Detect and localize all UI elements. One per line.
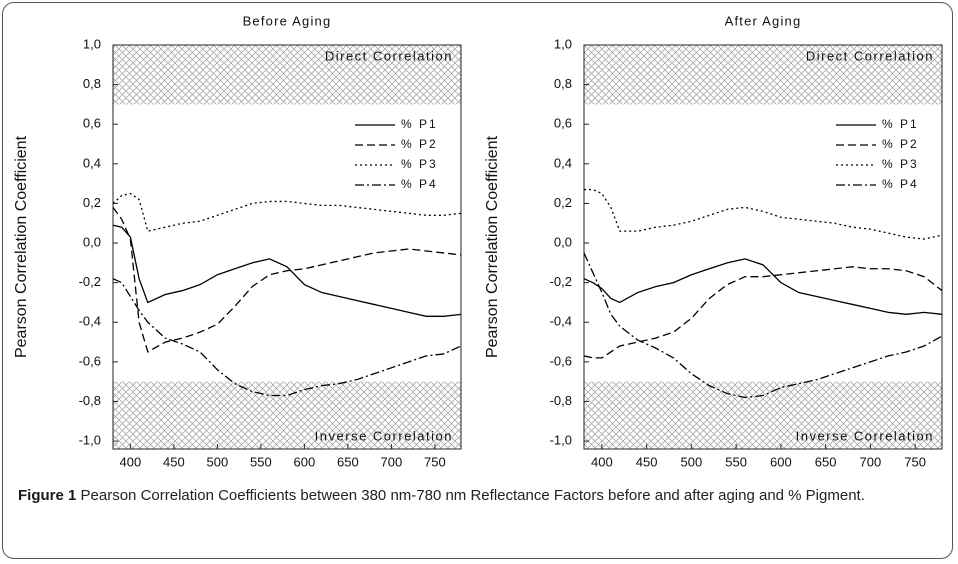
x-tick-label: 650	[337, 454, 359, 469]
y-tick-label: 0,0	[554, 234, 572, 249]
x-axis-label: A	[282, 478, 293, 480]
y-tick-label: 0,4	[83, 155, 101, 170]
series-line	[113, 224, 461, 317]
y-tick-label: 0,6	[83, 116, 101, 131]
y-tick-label: -0,4	[79, 314, 101, 329]
x-tick-label: 400	[120, 454, 142, 469]
band-label: Direct Correlation	[325, 48, 453, 63]
y-tick-label: 0,2	[554, 195, 572, 210]
y-tick-label: -1,0	[550, 433, 572, 448]
series-line	[113, 192, 461, 232]
caption-text: Pearson Correlation Coefficients between…	[80, 487, 865, 504]
y-tick-label: -0,6	[79, 353, 101, 368]
x-tick-label: 600	[294, 454, 316, 469]
caption-label: Figure 1	[18, 487, 77, 504]
x-tick-label: 750	[424, 454, 446, 469]
correlation-band	[584, 45, 942, 105]
series-line	[113, 207, 461, 353]
y-tick-label: -0,2	[79, 274, 101, 289]
x-axis-label: A	[758, 478, 769, 480]
x-tick-label: 500	[681, 454, 703, 469]
correlation-band	[584, 381, 942, 449]
legend-label: % P2	[401, 137, 438, 151]
x-tick-label: 550	[725, 454, 747, 469]
x-tick-label: 650	[815, 454, 837, 469]
y-tick-label: 0,2	[83, 195, 101, 210]
legend-label: % P3	[401, 157, 438, 171]
series-line	[584, 252, 942, 399]
x-tick-label: 700	[860, 454, 882, 469]
y-axis-label: Pearson Correlation Coefficient	[484, 135, 501, 358]
y-tick-label: 0,8	[83, 76, 101, 91]
correlation-band	[113, 381, 461, 449]
legend-label: % P4	[882, 177, 919, 191]
x-tick-label: 550	[250, 454, 272, 469]
y-tick-label: -0,4	[550, 314, 572, 329]
y-tick-label: 0,4	[554, 155, 572, 170]
y-tick-label: 0,8	[554, 76, 572, 91]
x-tick-label: 450	[636, 454, 658, 469]
y-tick-label: -0,8	[550, 393, 572, 408]
band-label: Inverse Correlation	[315, 428, 453, 443]
y-tick-label: 1,0	[554, 36, 572, 51]
series-line	[584, 266, 942, 359]
chart: Direct Correlation Inverse Correlation Bef…	[13, 13, 943, 480]
legend-label: % P1	[401, 117, 438, 131]
x-tick-label: 400	[591, 454, 613, 469]
series-line	[113, 278, 461, 397]
correlation-band	[113, 45, 461, 105]
x-tick-label: 750	[904, 454, 926, 469]
y-tick-label: -1,0	[79, 433, 101, 448]
plot-frame	[112, 44, 462, 450]
x-tick-label: 450	[163, 454, 185, 469]
chart-title: After Aging	[725, 13, 802, 28]
legend-label: % P2	[882, 137, 919, 151]
series-line	[584, 188, 942, 240]
x-tick-label: 600	[770, 454, 792, 469]
band-label: Inverse Correlation	[796, 428, 934, 443]
plot-frame	[583, 44, 943, 450]
caption: Figure 1 Pearson Correlation Coefficient…	[18, 484, 940, 507]
x-tick-label: 500	[207, 454, 229, 469]
y-tick-label: 0,0	[83, 234, 101, 249]
y-tick-label: -0,2	[550, 274, 572, 289]
chart-title: Before Aging	[243, 13, 332, 28]
y-tick-label: 1,0	[83, 36, 101, 51]
x-tick-label: 700	[381, 454, 403, 469]
y-tick-label: 0,6	[554, 116, 572, 131]
y-axis-label: Pearson Correlation Coefficient	[13, 135, 30, 358]
y-tick-label: -0,6	[550, 353, 572, 368]
legend-label: % P1	[882, 117, 919, 131]
band-label: Direct Correlation	[806, 48, 934, 63]
legend-label: % P3	[882, 157, 919, 171]
y-tick-label: -0,8	[79, 393, 101, 408]
legend-label: % P4	[401, 177, 438, 191]
series-line	[584, 258, 942, 315]
